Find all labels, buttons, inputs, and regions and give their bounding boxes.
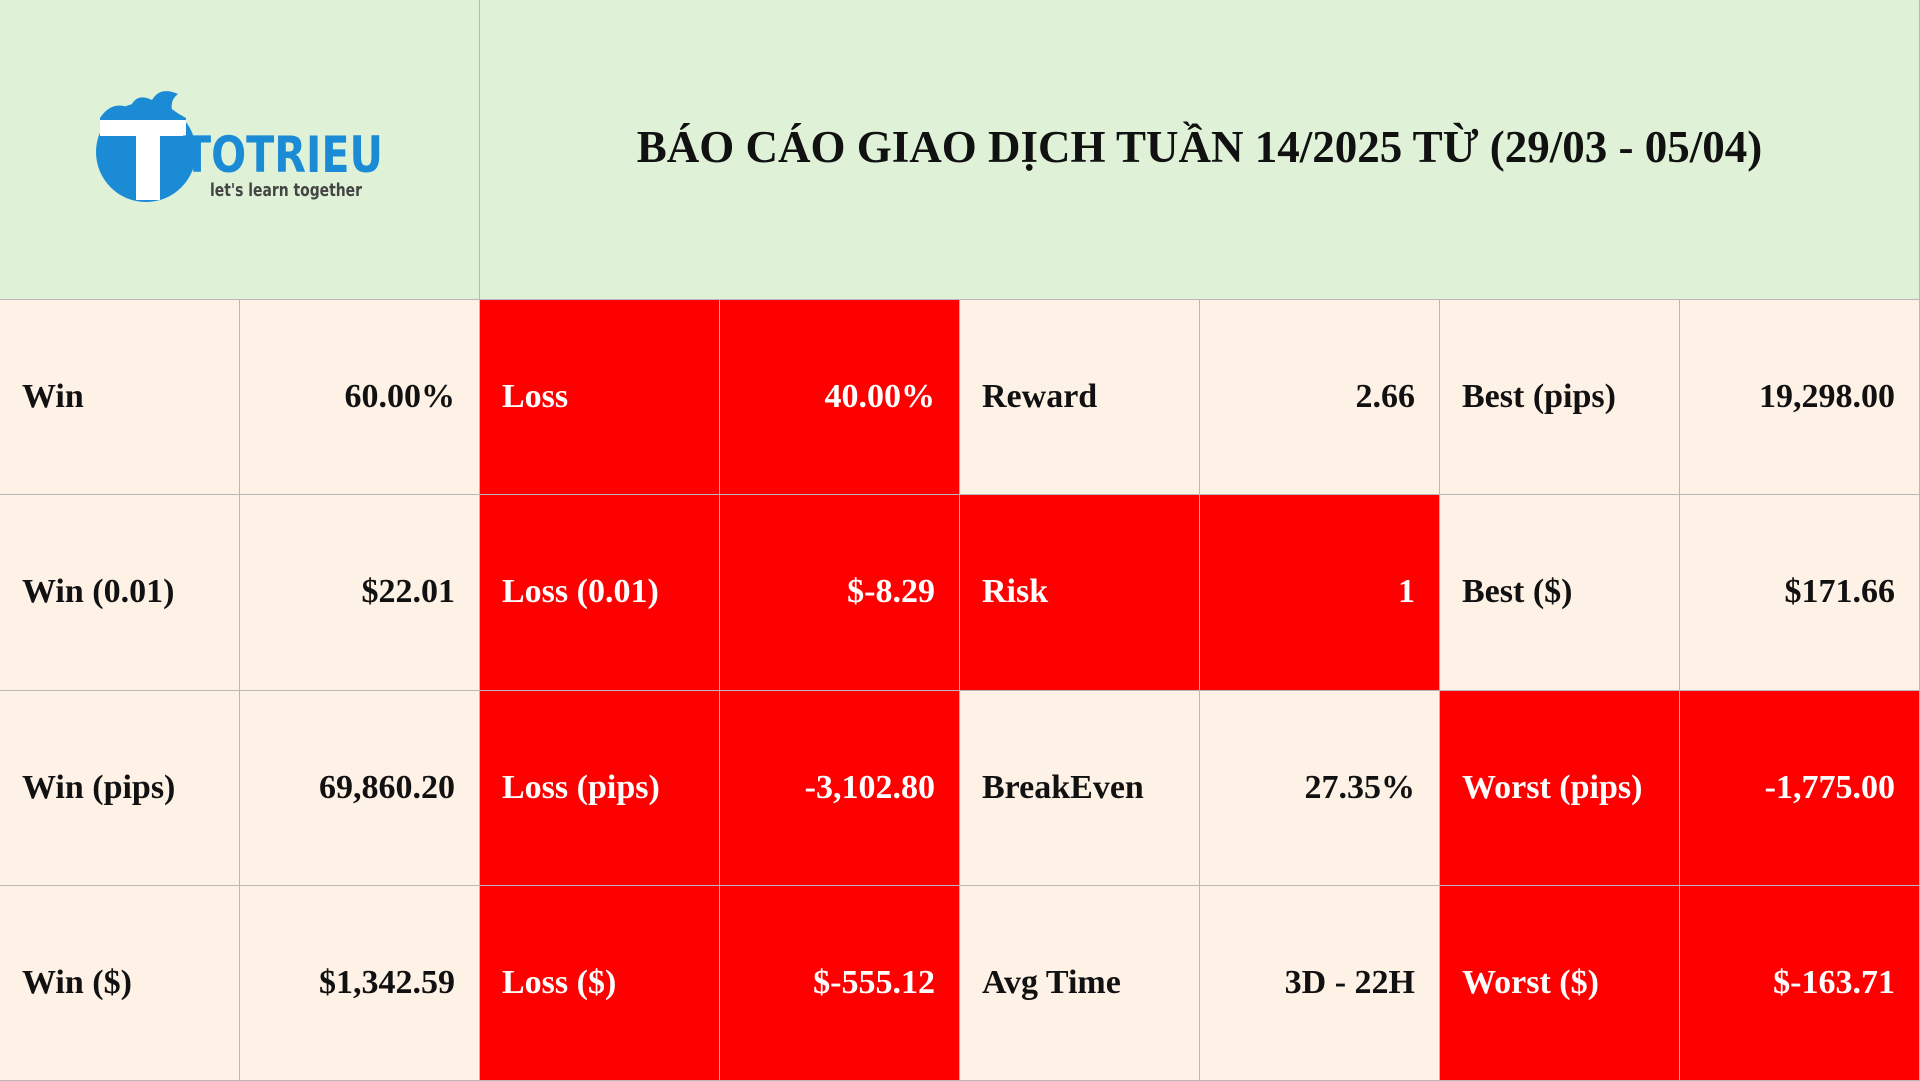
- logo-tagline: let's learn together: [210, 180, 362, 201]
- metric-label: Loss (0.01): [480, 495, 720, 691]
- title: BÁO CÁO GIAO DỊCH TUẦN 14/2025 TỪ (29/03…: [480, 0, 1920, 300]
- metric-value: 3D - 22H: [1200, 885, 1440, 1081]
- logo: TOTRIEU let's learn together: [96, 90, 383, 202]
- metric-value: $171.66: [1680, 495, 1920, 691]
- metric-label: Loss: [480, 300, 720, 496]
- logo-name: TOTRIEU: [183, 126, 383, 184]
- logo-t-stem: [136, 135, 160, 200]
- logo-cell: TOTRIEU let's learn together: [0, 0, 480, 300]
- metric-label: Loss ($): [480, 885, 720, 1081]
- metric-label: Best ($): [1440, 495, 1680, 691]
- metric-value: 69,860.20: [240, 690, 480, 886]
- metric-value: -1,775.00: [1680, 690, 1920, 886]
- metric-value: $1,342.59: [240, 885, 480, 1081]
- metric-value: 40.00%: [720, 300, 960, 496]
- metric-value: 19,298.00: [1680, 300, 1920, 496]
- metric-value: 27.35%: [1200, 690, 1440, 886]
- metric-label: Loss (pips): [480, 690, 720, 886]
- metric-label: BreakEven: [960, 690, 1200, 886]
- metric-label: Best (pips): [1440, 300, 1680, 496]
- metric-label: Worst ($): [1440, 885, 1680, 1081]
- metric-label: Win ($): [0, 885, 240, 1081]
- metric-value: $-555.12: [720, 885, 960, 1081]
- metric-label: Avg Time: [960, 885, 1200, 1081]
- metric-value: 2.66: [1200, 300, 1440, 496]
- metric-label: Worst (pips): [1440, 690, 1680, 886]
- metric-label: Win: [0, 300, 240, 496]
- metric-label: Win (pips): [0, 690, 240, 886]
- metric-value: $22.01: [240, 495, 480, 691]
- metric-value: 60.00%: [240, 300, 480, 496]
- logo-t-bar: [100, 119, 186, 136]
- metric-value: $-8.29: [720, 495, 960, 691]
- metric-value: 1: [1200, 495, 1440, 691]
- metric-label: Win (0.01): [0, 495, 240, 691]
- metric-value: $-163.71: [1680, 885, 1920, 1081]
- metric-value: -3,102.80: [720, 690, 960, 886]
- metric-label: Reward: [960, 300, 1200, 496]
- metric-label: Risk: [960, 495, 1200, 691]
